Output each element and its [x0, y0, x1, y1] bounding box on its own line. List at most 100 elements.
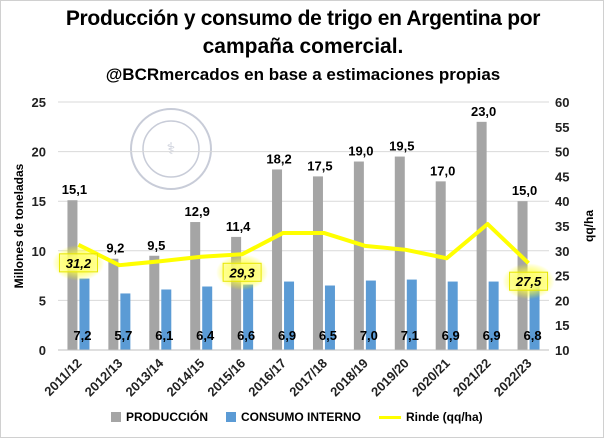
data-label-consumo: 7,2 [73, 328, 91, 343]
legend-item-consumo: CONSUMO INTERNO [226, 410, 361, 424]
y2-tick-label: 40 [555, 194, 569, 209]
legend-label: CONSUMO INTERNO [241, 410, 362, 424]
bar-consumo [243, 284, 254, 350]
legend-swatch [111, 412, 121, 422]
data-label-rinde: 29,3 [228, 265, 255, 280]
y2-tick-label: 20 [555, 293, 569, 308]
data-label-consumo: 7,1 [401, 328, 419, 343]
x-tick-label: 2020/21 [409, 356, 453, 400]
data-label-consumo: 7,0 [360, 328, 378, 343]
y-tick-label: 10 [32, 244, 46, 259]
line-rinde [77, 222, 530, 268]
y2-tick-label: 50 [555, 145, 569, 160]
x-tick-label: 2016/17 [245, 356, 289, 400]
x-tick-label: 2015/16 [204, 356, 248, 400]
y-tick-label: 0 [39, 343, 46, 358]
bar-produccion [435, 181, 446, 350]
bar-consumo [447, 281, 458, 350]
data-label-consumo: 6,9 [483, 328, 501, 343]
x-tick-label: 2014/15 [163, 356, 207, 400]
y2-tick-label: 35 [555, 219, 569, 234]
y-tick-label: 5 [39, 293, 46, 308]
y-tick-label: 25 [32, 95, 46, 110]
data-label-produccion: 11,4 [226, 219, 251, 234]
y2-tick-label: 60 [555, 95, 569, 110]
x-tick-label: 2022/23 [491, 356, 535, 400]
data-label-consumo: 6,4 [196, 328, 215, 343]
chart-subtitle: @BCRmercados en base a estimaciones prop… [105, 65, 501, 84]
data-label-produccion: 9,5 [147, 238, 165, 253]
data-label-box [222, 262, 262, 282]
data-label-box [509, 271, 549, 291]
y2-tick-label: 55 [555, 120, 569, 135]
bar-consumo [202, 286, 213, 350]
x-tick-label: 2018/19 [327, 356, 371, 400]
chart-title-line1: Producción y consumo de trigo en Argenti… [65, 7, 541, 30]
legend: PRODUCCIÓN CONSUMO INTERNO Rinde (qq/ha) [111, 410, 483, 424]
data-label-consumo: 6,9 [442, 328, 460, 343]
legend-swatch [226, 412, 237, 422]
bar-produccion [476, 121, 487, 350]
x-tick-label: 2019/20 [368, 356, 412, 400]
y-tick-label: 20 [32, 145, 46, 160]
y-axis-label: Millones de toneladas [12, 163, 26, 288]
bar-consumo [529, 282, 540, 350]
watermark-seal-inner [142, 120, 200, 178]
data-label-consumo: 5,7 [114, 328, 132, 343]
bar-produccion [312, 176, 323, 350]
bar-produccion [353, 161, 364, 350]
bar-consumo [324, 285, 335, 350]
legend-label: Rinde (qq/ha) [406, 410, 483, 424]
y2-axis-label: qq/ha [582, 210, 596, 242]
data-label-produccion: 9,2 [106, 241, 124, 256]
data-label-produccion: 15,0 [512, 183, 537, 198]
legend-item-rinde: Rinde (qq/ha) [379, 410, 483, 424]
bar-produccion [149, 255, 160, 350]
data-label-produccion: 17,5 [307, 158, 332, 173]
data-label-produccion: 19,0 [348, 144, 373, 159]
bar-consumo [406, 279, 417, 350]
y2-tick-label: 10 [555, 343, 569, 358]
watermark-seal-outer [130, 108, 212, 190]
x-tick-label: 2017/18 [286, 356, 330, 400]
data-label-produccion: 17,0 [430, 163, 455, 178]
bar-consumo [284, 281, 295, 350]
data-label-produccion: 23,0 [471, 104, 496, 119]
x-tick-label: 2012/13 [82, 356, 126, 400]
data-label-consumo: 6,6 [237, 328, 255, 343]
bar-consumo [488, 281, 499, 350]
data-label-consumo: 6,1 [155, 328, 173, 343]
data-label-rinde: 27,5 [515, 274, 542, 289]
bar-consumo [161, 289, 172, 350]
y2-tick-label: 15 [555, 318, 569, 333]
y2-tick-label: 30 [555, 244, 569, 259]
data-label-consumo: 6,5 [319, 328, 337, 343]
bar-consumo [79, 278, 90, 350]
legend-item-produccion: PRODUCCIÓN [111, 410, 208, 424]
bar-produccion [394, 156, 405, 350]
data-label-rinde: 31,2 [66, 256, 92, 271]
data-label-produccion: 18,2 [266, 151, 291, 166]
legend-label: PRODUCCIÓN [126, 410, 209, 424]
x-tick-label: 2011/12 [41, 356, 84, 399]
legend-swatch [379, 415, 402, 419]
data-label-produccion: 15,1 [62, 182, 87, 197]
bar-consumo [120, 293, 131, 350]
data-label-consumo: 6,8 [524, 328, 542, 343]
data-label-produccion: 12,9 [185, 204, 210, 219]
bar-produccion [231, 236, 242, 350]
bar-consumo [365, 280, 376, 350]
bar-produccion [272, 169, 283, 350]
chart-title-line2: campaña comercial. [202, 35, 404, 58]
y-tick-label: 15 [32, 194, 46, 209]
data-label-consumo: 6,9 [278, 328, 296, 343]
data-label-box [58, 253, 98, 273]
y2-tick-label: 25 [555, 269, 569, 284]
y2-tick-label: 45 [555, 169, 569, 184]
x-tick-label: 2021/22 [450, 356, 494, 400]
bar-produccion [108, 258, 119, 350]
bar-produccion [190, 222, 201, 350]
x-tick-label: 2013/14 [123, 355, 167, 399]
data-label-produccion: 19,5 [389, 139, 414, 154]
